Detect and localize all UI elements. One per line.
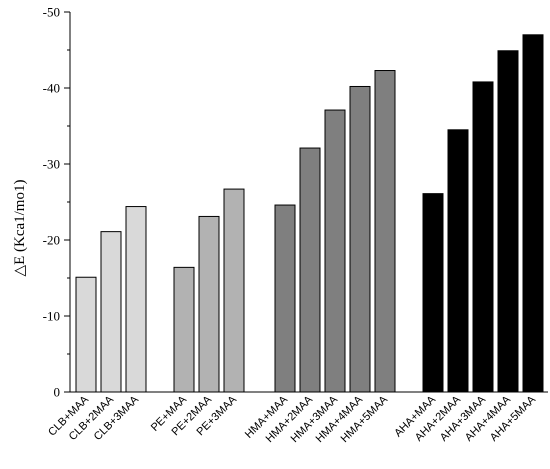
bar-hma-plus-3maa xyxy=(324,109,346,393)
y-tick-label: 0 xyxy=(54,385,61,400)
y-tick-label: -30 xyxy=(43,157,60,172)
bar-pe-plus-maa xyxy=(173,266,195,393)
y-tick-label: -40 xyxy=(43,81,60,96)
bar-aha-plus-maa xyxy=(422,193,444,393)
y-tick-label: -10 xyxy=(43,309,60,324)
bar-hma-plus-2maa xyxy=(299,147,321,393)
bar-clb-plus-3maa xyxy=(125,206,147,393)
bar-aha-plus-2maa xyxy=(447,129,469,393)
bar-clb-plus-2maa xyxy=(100,231,122,393)
y-tick-label: -20 xyxy=(43,233,60,248)
bar-pe-plus-2maa xyxy=(198,215,220,393)
bars xyxy=(75,34,544,393)
bar-clb-plus-maa xyxy=(75,276,97,393)
bar-hma-plus-5maa xyxy=(374,70,396,393)
y-axis-title: △E (Kca1/mo1) xyxy=(12,180,28,277)
bar-aha-plus-5maa xyxy=(522,34,544,393)
bar-aha-plus-3maa xyxy=(472,81,494,393)
bar-hma-plus-4maa xyxy=(349,85,371,393)
y-axis-ticks: 0 -10 -20 -30 -40 -50 xyxy=(43,5,70,400)
bar-hma-plus-maa xyxy=(274,204,296,393)
y-tick-label: -50 xyxy=(43,5,60,20)
bar-pe-plus-3maa xyxy=(223,188,245,393)
bar-aha-plus-4maa xyxy=(497,50,519,393)
